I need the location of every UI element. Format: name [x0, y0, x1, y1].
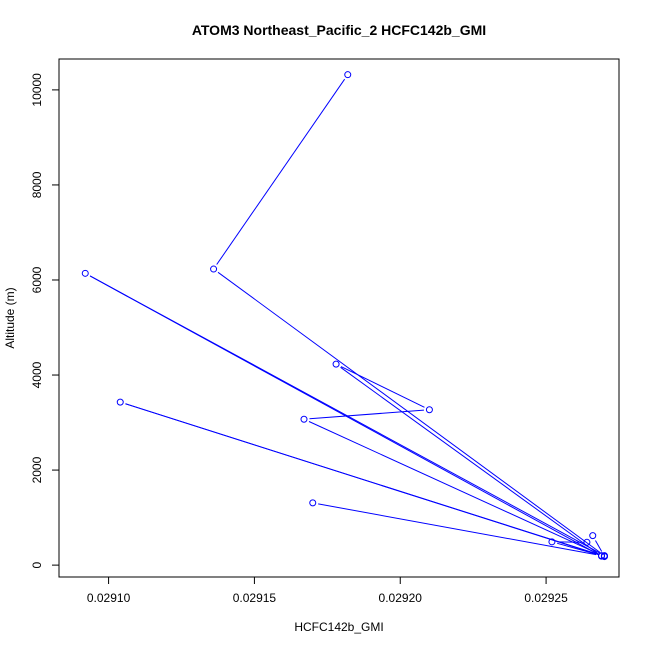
plot-frame — [58, 58, 620, 578]
data-point — [600, 552, 608, 560]
y-axis-label: Altitude (m) — [3, 287, 17, 348]
data-point — [425, 406, 433, 414]
series-segment — [340, 366, 425, 408]
y-tick-label: 0 — [30, 561, 44, 568]
y-tick-label: 10000 — [30, 73, 44, 107]
data-point — [210, 265, 218, 273]
series-segment — [557, 542, 597, 555]
series-lines — [89, 78, 603, 556]
x-axis: 0.02910 0.02915 0.02920 0.02925 — [87, 576, 568, 605]
series-segment — [340, 366, 598, 554]
y-tick-label: 2000 — [30, 456, 44, 483]
x-tick-label: 0.02920 — [379, 591, 423, 605]
data-point — [309, 499, 317, 507]
x-tick-label: 0.02910 — [87, 591, 131, 605]
data-point — [116, 398, 124, 406]
series-segment — [309, 409, 424, 420]
x-tick-label: 0.02925 — [524, 591, 568, 605]
y-tick-label: 8000 — [30, 171, 44, 198]
data-point — [589, 532, 597, 540]
data-point — [332, 360, 340, 368]
data-point — [81, 269, 89, 277]
data-point — [344, 71, 352, 79]
series-segment — [318, 503, 597, 556]
y-tick-label: 4000 — [30, 361, 44, 388]
series-segment — [308, 421, 600, 555]
x-axis-label: HCFC142b_GMI — [294, 620, 383, 634]
x-tick-label: 0.02915 — [233, 591, 277, 605]
series-segment — [125, 403, 600, 556]
data-point — [300, 415, 308, 423]
y-axis: 0 2000 4000 6000 8000 10000 — [30, 73, 60, 568]
series-segment — [217, 271, 601, 553]
series-points — [81, 71, 608, 561]
data-point — [548, 538, 556, 546]
data-point — [583, 538, 591, 546]
series-segment — [595, 540, 603, 552]
chart-title: ATOM3 Northeast_Pacific_2 HCFC142b_GMI — [192, 22, 486, 38]
data-point — [598, 552, 605, 560]
series-segment — [216, 78, 346, 265]
y-tick-label: 6000 — [30, 266, 44, 293]
series-segment — [89, 275, 597, 554]
